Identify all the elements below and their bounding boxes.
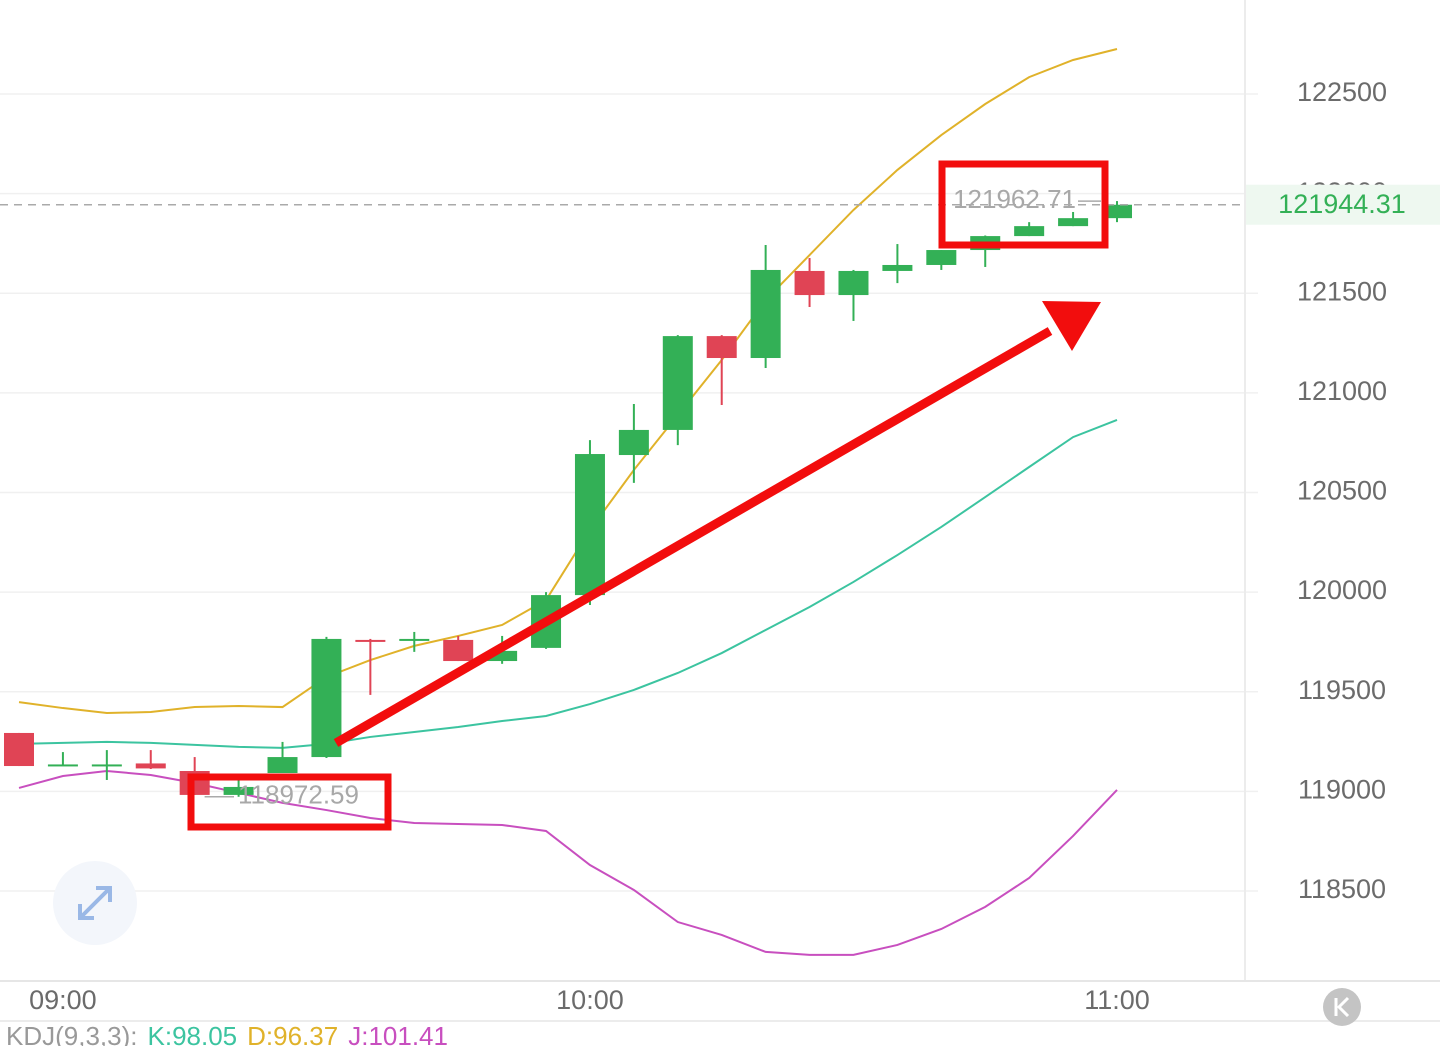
- x-tick-label: 11:00: [1084, 985, 1150, 1015]
- indicator-item: D:96.37: [247, 1021, 338, 1046]
- y-tick-label: 121000: [1297, 376, 1387, 406]
- low-label: 118972.59: [238, 780, 359, 810]
- highlight-box: [187, 773, 392, 831]
- current-price-label: 121944.31: [1278, 189, 1406, 219]
- candle-body: [1058, 218, 1089, 227]
- candle-body: [355, 639, 386, 642]
- candle-body: [618, 429, 649, 456]
- candle-body: [926, 250, 957, 265]
- band-line: [18, 48, 1118, 715]
- candle-body: [882, 264, 913, 271]
- band-line: [18, 770, 1118, 956]
- candle-body: [135, 763, 166, 769]
- candle-body: [838, 270, 869, 296]
- indicator-item: K:98.05: [148, 1021, 238, 1046]
- candle-body: [1014, 226, 1045, 237]
- annotations: [187, 160, 1109, 831]
- x-tick-label: 09:00: [29, 985, 97, 1015]
- candle-body: [399, 638, 430, 641]
- x-axis: 09:00 10:00 11:00: [29, 985, 1150, 1015]
- candle-body: [311, 638, 342, 758]
- candle-body: [223, 786, 254, 795]
- candle-body: [443, 639, 474, 662]
- y-tick-label: 119500: [1298, 675, 1386, 705]
- k-button[interactable]: [1323, 988, 1361, 1026]
- indicator-legend: KDJ(9,3,3): K:98.05 D:96.37 J:101.41: [6, 1021, 448, 1046]
- candle-body: [706, 336, 737, 359]
- band-line: [18, 419, 1118, 749]
- y-tick-label: 120500: [1297, 476, 1387, 506]
- y-tick-label: 118500: [1298, 874, 1386, 904]
- y-tick-label: 120000: [1297, 575, 1387, 605]
- trend-arrow: [333, 327, 1053, 747]
- candle-body: [47, 764, 78, 767]
- indicator-item: J:101.41: [348, 1021, 448, 1046]
- y-tick-label: 119000: [1298, 774, 1386, 804]
- candle-body: [91, 764, 122, 767]
- candle-body: [750, 269, 781, 359]
- y-tick-label: 122500: [1297, 77, 1387, 107]
- high-label: 121962.71: [953, 184, 1076, 214]
- arrow-head: [1042, 301, 1101, 351]
- candle-body: [487, 650, 518, 662]
- candle-body: [662, 336, 693, 430]
- candle-body: [794, 270, 825, 296]
- indicator-item: KDJ(9,3,3):: [6, 1021, 138, 1046]
- expand-button[interactable]: [53, 861, 137, 945]
- highlight-box: [938, 160, 1109, 249]
- price-markers: 121962.71 118972.59 121944.31: [0, 184, 1440, 810]
- candles: [4, 201, 1132, 797]
- y-tick-label: 121500: [1297, 276, 1387, 306]
- candle-body: [4, 732, 34, 767]
- x-tick-label: 10:00: [556, 985, 624, 1015]
- candle-body: [1102, 204, 1132, 219]
- candle-body: [574, 454, 605, 596]
- current-price-bg: [1246, 184, 1440, 225]
- candle-body: [267, 757, 298, 774]
